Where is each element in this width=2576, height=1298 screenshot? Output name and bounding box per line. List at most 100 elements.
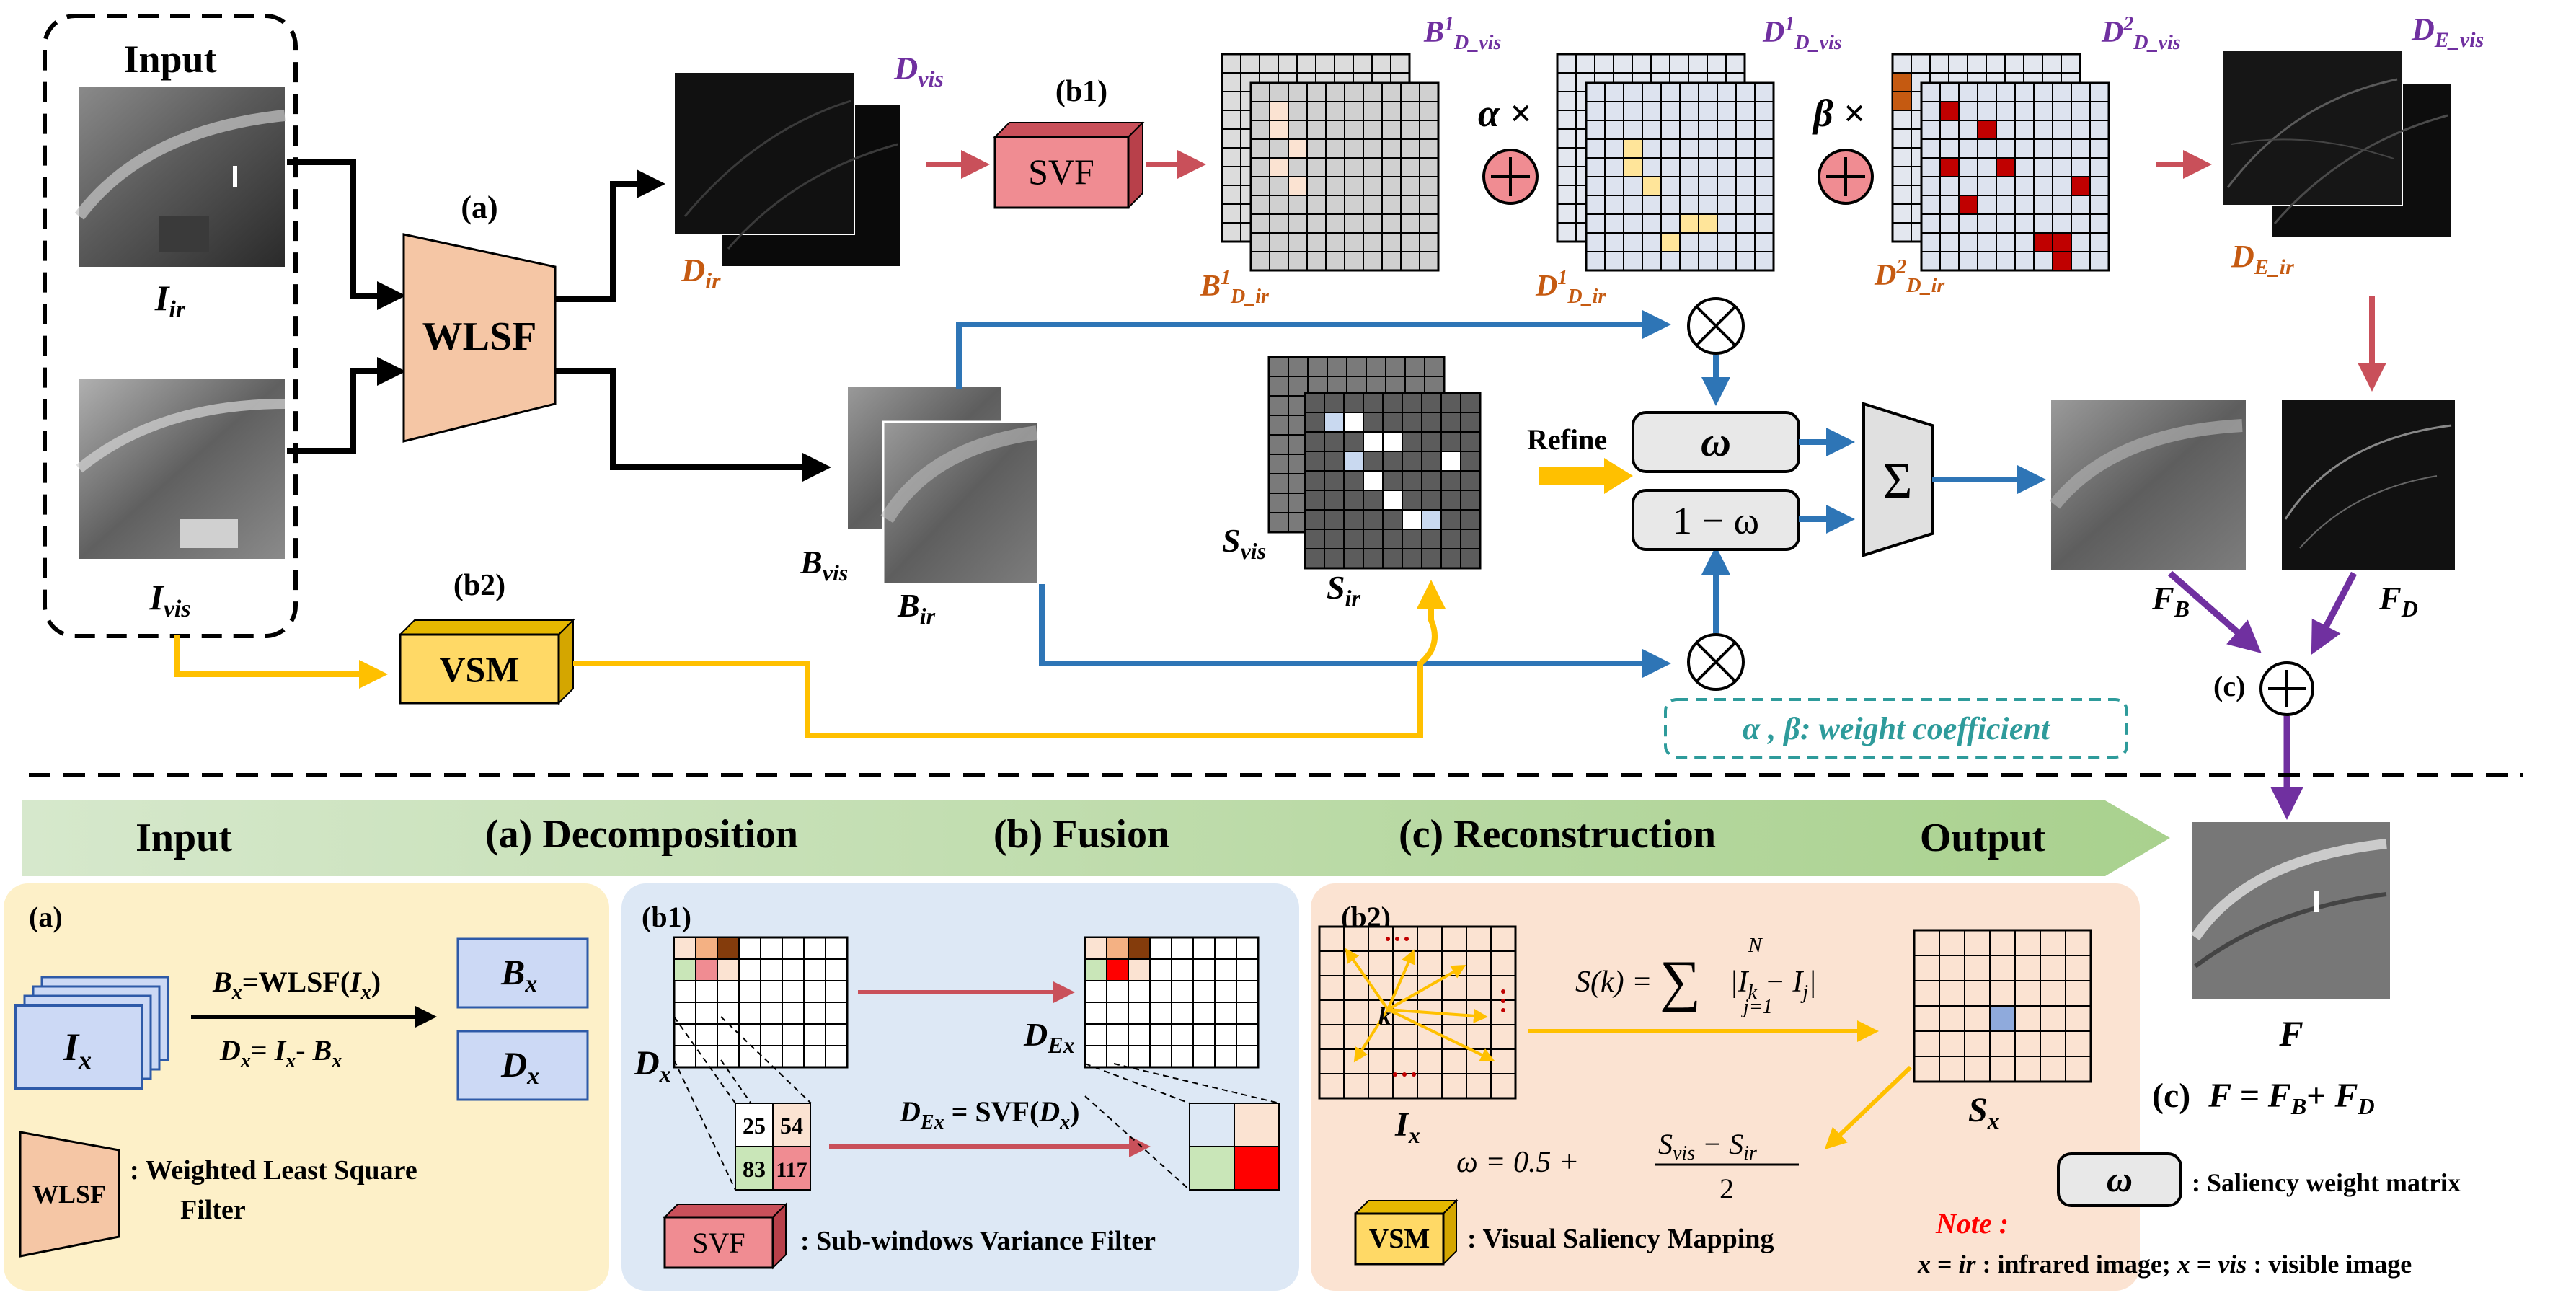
s-ir-highlight-cell [1383,432,1402,451]
ir-input-label: Iir [154,278,186,323]
b1-front-highlight-cell [1270,102,1288,120]
input-title: Input [123,37,216,81]
panel-a-legend-2: Filter [180,1195,246,1225]
vsm-text: VSM [439,649,519,689]
omega-legend-box [2057,1152,2182,1207]
sigma-text: Σ [1883,454,1913,509]
d2-back-highlight-cell [1893,73,1911,92]
panel-a-label: (a) [29,901,63,933]
d-ir-label: Dir [681,252,721,293]
d1-dvis-label: D1D_vis [1762,13,1842,54]
svf-text: SVF [1028,151,1094,192]
plus-circle-output [2259,661,2314,716]
s-ir-highlight-cell [1383,490,1402,510]
red-dots [1386,937,1505,1077]
panel-b2-vsm: VSM [1369,1224,1430,1254]
sum-top: N [1748,935,1763,957]
neighbor-arrows [1345,948,1495,1063]
b1-front-highlight-cell [1270,120,1288,139]
saliency-grids [1267,356,1482,570]
s-ir-highlight-cell [1324,412,1344,432]
d2-front-highlight-cell [2034,233,2053,252]
fused-base-image [2049,400,2246,570]
b1-left-highlight-cell [696,959,717,981]
b1-front-highlight-cell [1288,139,1307,158]
b1-front-highlight-cell [1270,158,1288,177]
panel-b2: (b2) k Ix S(k) = ∑ |Ik − Ij| N j=1 ω = 0.… [1311,883,2140,1291]
value-83: 83 [743,1156,766,1182]
s-ir-highlight-cell [1363,432,1383,451]
b1-front-highlight-cell [1288,177,1307,195]
s-ir-highlight-cell [1344,451,1363,471]
label-c: (c) [2213,670,2245,702]
sum-bottom: j=1 [1741,996,1773,1018]
s-ir-label: Sir [1327,569,1360,611]
stage-output: Output [1920,816,2046,860]
weight-note-text: α , β: weight coefficient [1743,711,2051,746]
omega-denominator: 2 [1719,1173,1734,1205]
b1-right-highlight-cell [1107,959,1128,981]
d1-front-highlight-cell [1642,177,1661,195]
b1-left-highlight-cell [696,937,717,959]
b1-left-highlight-cell [674,959,696,981]
wlsf-module: (a) WLSF [402,190,557,443]
d1-front-highlight-cell [1699,214,1717,233]
f-d-label: FD [2378,580,2418,622]
stage-banner: Input (a) Decomposition (b) Fusion (c) R… [22,800,2170,876]
b-ir-label: Bir [897,587,936,629]
one-minus-omega-text: 1 − ω [1673,499,1759,542]
panel-b1-svf: SVF [692,1227,745,1259]
b1-left-highlight-cell [717,959,739,981]
d2-front-highlight-cell [1996,158,2015,177]
stage-input: Input [136,816,232,860]
b1-dir-label: B1D_ir [1200,267,1270,308]
panel-a-eq2: Dx= Ix- Bx [219,1034,342,1072]
d1-front-highlight-cell [1624,139,1642,158]
plus-circle-1 [1482,149,1539,205]
ir-input-image [74,87,286,267]
d2-front-highlight-cell [2053,252,2071,270]
b1-right-highlight-cell [1128,959,1150,981]
d1-front-highlight-cell [1680,214,1699,233]
label-a: (a) [461,190,497,225]
refine-label: Refine [1527,423,1607,456]
b1-left-highlight-cell [717,937,739,959]
panel-b1-legend: : Sub-windows Variance Filter [800,1226,1156,1256]
fused-detail-image [2282,400,2455,570]
b1-dvis-label: B1D_vis [1423,13,1501,54]
panel-b2-sx-grid [1913,929,2092,1083]
panel-a-dx: Dx [500,1044,539,1090]
panel-b2-ix: Ix [1394,1105,1420,1148]
panel-b1-dex: DEx [1023,1016,1075,1058]
panel-b1-eq: DEx = SVF(Dx) [899,1095,1079,1134]
s-formula: S(k) = ∑ |Ik − Ij| [1575,950,1817,1013]
omega-formula: ω = 0.5 + [1456,1146,1579,1179]
b-vis-label: Bvis [800,544,848,586]
d2-front-highlight-cell [2071,177,2090,195]
s-ir-highlight-cell [1363,471,1383,490]
s-vis-label: Svis [1222,522,1266,564]
base-layer-images [846,385,1040,586]
label-b2: (b2) [453,569,505,602]
b1-right-highlight-cell [1128,937,1150,959]
panel-b1-dx: Dx [634,1044,671,1087]
value-54: 54 [780,1113,803,1139]
d2-grid [1891,53,2110,272]
panel-b2-sx: Sx [1968,1091,1999,1134]
panel-b1-dex-grid [1084,936,1260,1069]
enhanced-detail-images [2221,50,2452,239]
panel-b2-legend: : Visual Saliency Mapping [1467,1224,1774,1254]
output-eq: (c) F = FB+ FD [2152,1077,2375,1119]
stage-reconstruction: (c) Reconstruction [1399,812,1716,857]
value-117: 117 [776,1158,807,1182]
omega-legend-symbol: ω [2107,1159,2133,1199]
detail-layers-images [673,71,902,268]
de-vis-label: DE_vis [2411,12,2484,52]
d2-back-highlight-cell [1893,92,1911,110]
output-image [2191,822,2390,999]
panel-a-ix: Ix [63,1025,92,1074]
d2-front-highlight-cell [1978,120,1996,139]
note-label: Note : [1935,1207,2009,1240]
multiply-circle-bottom [1687,633,1745,691]
omega-legend-text: : Saliency weight matrix [2192,1168,2461,1197]
